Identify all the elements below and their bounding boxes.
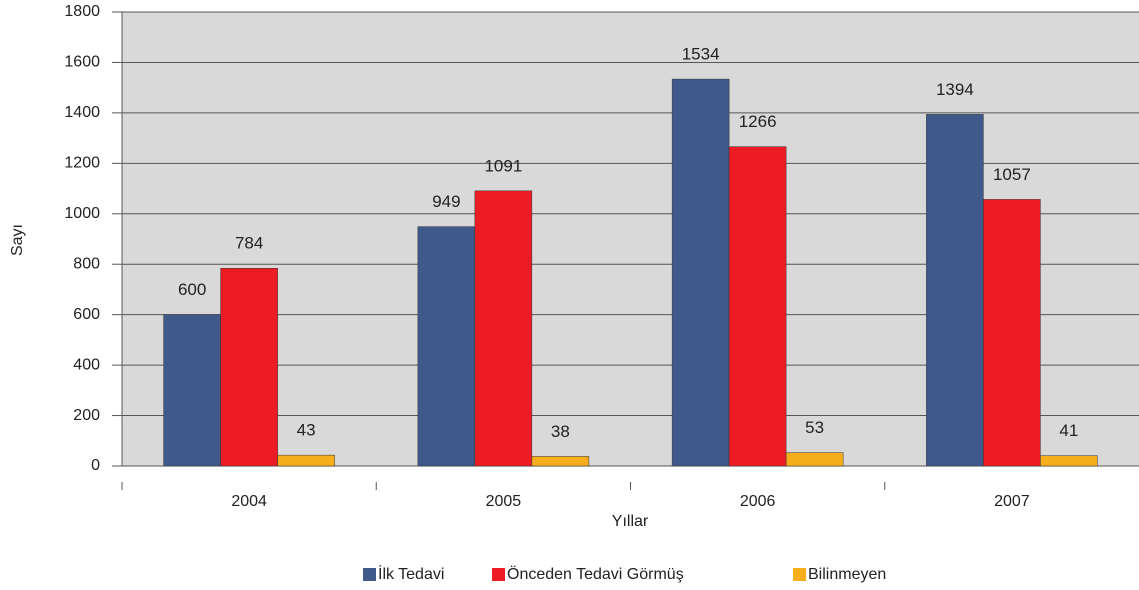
value-label: 43	[297, 421, 316, 440]
y-tick-label: 800	[73, 255, 100, 272]
bar	[277, 454, 335, 467]
bar	[474, 190, 533, 467]
bar	[531, 456, 590, 467]
bar	[671, 78, 730, 467]
x-tick-label: 2006	[740, 493, 776, 510]
bar	[926, 114, 984, 467]
value-label: 38	[551, 422, 570, 441]
legend-swatch	[363, 568, 376, 581]
y-axis-label: Sayı	[9, 224, 26, 256]
value-label: 53	[805, 418, 824, 437]
y-tick-label: 0	[91, 457, 100, 474]
value-label: 1534	[682, 45, 720, 64]
legend-swatch	[492, 568, 505, 581]
x-tick-label: 2007	[994, 493, 1030, 510]
bar	[728, 146, 787, 467]
legend-label: İlk Tedavi	[378, 564, 444, 583]
y-tick-label: 400	[73, 356, 100, 373]
legend-label: Bilinmeyen	[808, 566, 886, 583]
value-label: 1266	[739, 112, 777, 131]
value-label: 784	[235, 234, 263, 253]
legend-label: Önceden Tedavi Görmüş	[507, 565, 684, 583]
value-label: 949	[432, 192, 460, 211]
x-tick-label: 2005	[486, 493, 522, 510]
y-tick-label: 1600	[64, 54, 100, 71]
bar	[163, 314, 221, 467]
y-tick-label: 1000	[64, 205, 100, 222]
y-tick-label: 600	[73, 306, 100, 323]
value-label: 41	[1059, 421, 1078, 440]
bar	[785, 452, 844, 467]
value-label: 1091	[484, 156, 522, 175]
y-tick-label: 1400	[64, 104, 100, 121]
y-tick-label: 1200	[64, 155, 100, 172]
value-label: 1394	[936, 80, 974, 99]
x-axis-label: Yıllar	[612, 513, 649, 530]
bar	[220, 268, 278, 467]
y-tick-label: 1800	[64, 3, 100, 20]
x-tick-label: 2004	[231, 493, 267, 510]
legend-swatch	[793, 568, 806, 581]
value-label: 1057	[993, 165, 1031, 184]
bar	[983, 199, 1041, 467]
value-label: 600	[178, 280, 206, 299]
y-tick-label: 200	[73, 407, 100, 424]
bar	[1040, 455, 1098, 467]
bar	[417, 226, 476, 467]
